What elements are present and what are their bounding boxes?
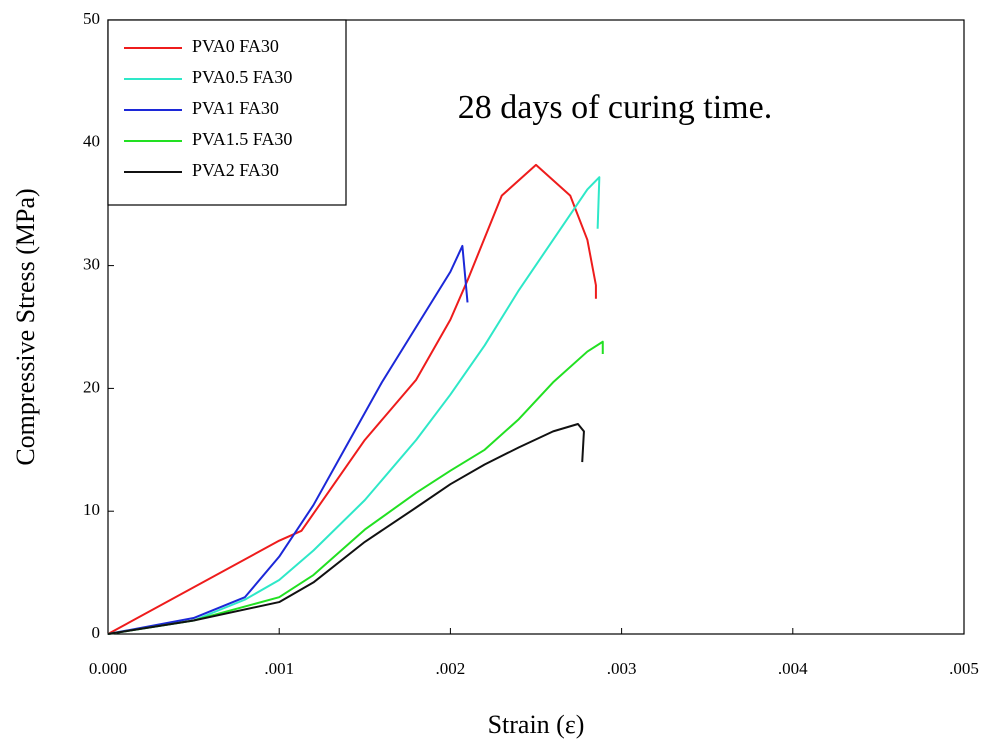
legend-label: PVA0 FA30 <box>192 36 279 56</box>
x-tick-label: .003 <box>607 659 637 678</box>
series-line <box>107 340 604 635</box>
series-line <box>107 163 597 635</box>
plot-frame <box>107 19 965 635</box>
y-tick-label: 50 <box>83 9 100 28</box>
y-tick-label: 20 <box>83 377 100 396</box>
x-tick-label: .004 <box>778 659 808 678</box>
legend-label: PVA1.5 FA30 <box>192 129 292 149</box>
series-line <box>107 176 601 635</box>
legend-label: PVA0.5 FA30 <box>192 67 292 87</box>
y-tick-label: 40 <box>83 132 100 151</box>
x-tick-label: .005 <box>949 659 979 678</box>
y-tick-label: 10 <box>83 500 100 519</box>
x-tick-label: .002 <box>436 659 466 678</box>
y-tick-label: 0 <box>92 623 101 642</box>
legend-label: PVA2 FA30 <box>192 160 279 180</box>
legend-box <box>107 19 347 206</box>
legend-label: PVA1 FA30 <box>192 98 279 118</box>
x-tick-label: .001 <box>264 659 294 678</box>
annotation: 28 days of curing time. <box>458 89 772 126</box>
x-tick-label: 0.000 <box>89 659 127 678</box>
series-line <box>107 423 585 635</box>
y-axis-title: Compressive Stress (MPa) <box>11 188 40 465</box>
x-axis-title: Strain (ε) <box>488 710 585 739</box>
series-line <box>107 244 469 635</box>
y-tick-label: 30 <box>83 255 100 274</box>
